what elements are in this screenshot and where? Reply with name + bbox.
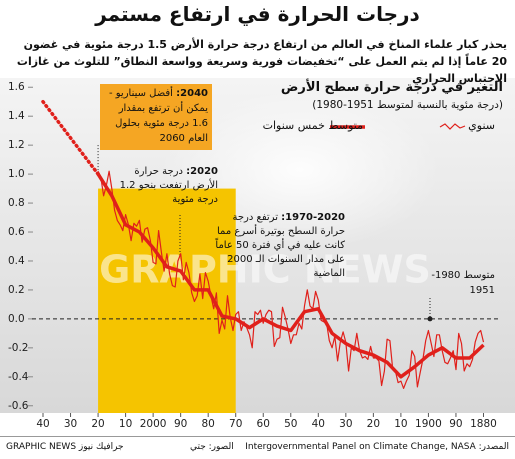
x-tick-label: 2000 <box>140 418 167 430</box>
x-tick-label: 10 <box>119 418 132 430</box>
y-tick-label: -0.4 <box>8 371 29 383</box>
y-tick-label: 0.6 <box>8 226 25 238</box>
x-tick-label: 90 <box>449 418 462 430</box>
y-tick-label: -0.2 <box>8 342 29 354</box>
y-tick-label: 1.4 <box>8 110 25 122</box>
annotation: 2020: درجة حرارة الأرض ارتفعت بنحو 1.2 د… <box>118 165 218 207</box>
x-tick-label: 40 <box>36 418 49 430</box>
annotation-text: أفضل سيناريو - يمكن أن ترتفع بمقدار 1.6 … <box>108 88 208 144</box>
x-tick-label: 30 <box>64 418 77 430</box>
x-tick-label: 60 <box>257 418 270 430</box>
source: المصدر: Intergovernmental Panel on Clima… <box>245 442 509 452</box>
x-tick-label: 30 <box>339 418 352 430</box>
y-tick-label: 1.6 <box>8 81 25 93</box>
legend-label: سنوي <box>468 119 495 132</box>
annotation-year: 2020: <box>186 166 218 177</box>
annotation-text: درجة حرارة الأرض ارتفعت بنحو 1.2 درجة مئ… <box>119 166 218 205</box>
legend-swatch <box>439 123 466 130</box>
subtitle: يحذر كبار علماء المناخ في العالم من ارتف… <box>16 38 507 85</box>
chart-subtitle: (درجة مئوية بالنسبة لمتوسط 1951-1980) <box>312 99 503 111</box>
legend-label: متوسط خمس سنوات <box>262 119 363 132</box>
y-tick-label: 0.4 <box>8 255 25 267</box>
x-tick-label: 40 <box>312 418 325 430</box>
title: درجات الحرارة في ارتفاع مستمر <box>95 2 420 26</box>
x-tick-label: 1900 <box>415 418 442 430</box>
x-tick-label: 20 <box>91 418 104 430</box>
y-tick-label: 1.0 <box>8 168 25 180</box>
projection-line <box>41 99 100 176</box>
footer-rule <box>0 436 515 437</box>
y-tick-label: 0.8 <box>8 197 25 209</box>
watermark: GRAPHIC NEWS <box>99 248 431 292</box>
photo-credit: الصور: جتي <box>190 442 234 452</box>
annotation-box: 2040: أفضل سيناريو - يمكن أن ترتفع بمقدا… <box>100 84 212 150</box>
x-tick-label: 20 <box>367 418 380 430</box>
chart-title: التغير في درجة حرارة سطح الأرض <box>280 80 503 95</box>
y-tick-label: 0.2 <box>8 284 25 296</box>
annotation-year: 2040: <box>176 88 208 99</box>
y-tick-label: 1.2 <box>8 139 25 151</box>
x-tick-label: 80 <box>202 418 215 430</box>
credit: GRAPHIC NEWS جرافيك نيوز <box>6 442 124 452</box>
annotation-year: 1970-2020: <box>281 212 345 223</box>
annotation-text: متوسط 1980-1951 <box>431 270 495 296</box>
y-tick-label: 0.0 <box>8 313 25 325</box>
annotation: متوسط 1980-1951 <box>425 268 495 298</box>
leader-dot <box>427 316 433 322</box>
x-tick-label: 70 <box>229 418 242 430</box>
y-tick-label: -0.6 <box>8 400 29 412</box>
x-axis-band <box>0 413 515 433</box>
x-tick-label: 1880 <box>470 418 497 430</box>
x-tick-label: 10 <box>394 418 407 430</box>
annotation: 1970-2020: ترتفع درجة حرارة السطح بوتيرة… <box>210 211 345 281</box>
x-tick-label: 90 <box>174 418 187 430</box>
series-line <box>96 173 485 379</box>
x-tick-label: 50 <box>284 418 297 430</box>
annotation-text: ترتفع درجة حرارة السطح بوتيرة أسرع مما ك… <box>215 212 345 279</box>
